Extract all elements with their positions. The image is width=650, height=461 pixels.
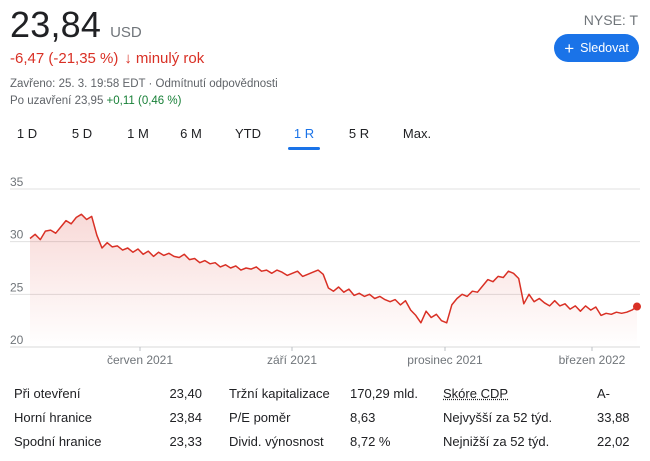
price-line	[29, 213, 638, 324]
price-change: -6,47 (-21,35 %) ↓ minulý rok	[10, 50, 204, 67]
y-tick-label: 20	[10, 333, 24, 347]
stat-value: 23,40	[169, 386, 202, 401]
stat-value: 8,72 %	[350, 434, 391, 449]
price-area	[30, 214, 637, 347]
current-price: 23,84	[10, 4, 102, 45]
change-period: minulý rok	[135, 50, 205, 67]
stat-value: 8,63	[350, 410, 376, 425]
stat-value: 22,02	[597, 434, 630, 449]
x-tick-label: březen 2022	[559, 353, 626, 367]
price-header: 23,84 USD	[10, 4, 142, 46]
stat-label: Spodní hranice	[14, 434, 102, 449]
stat-label: Divid. výnosnost	[229, 434, 324, 449]
cdp-score-link[interactable]: Skóre CDP	[443, 386, 509, 401]
x-tick-label: prosinec 2021	[407, 353, 483, 367]
stat-label: P/E poměr	[229, 410, 291, 425]
range-tabs: 1 D 5 D 1 M 6 M YTD 1 R 5 R Max.	[0, 124, 460, 150]
follow-button-label: Sledovat	[580, 41, 629, 55]
plus-icon: +	[564, 38, 575, 58]
tab-max[interactable]: Max.	[402, 126, 432, 141]
stat-label: Horní hranice	[14, 410, 93, 425]
tab-6m[interactable]: 6 M	[180, 126, 202, 141]
stats-row: Spodní hranice 23,33 Divid. výnosnost 8,…	[0, 434, 650, 454]
y-tick-label: 25	[10, 280, 24, 294]
change-value: -6,47 (-21,35 %)	[10, 50, 119, 67]
x-tick-label: červen 2021	[107, 353, 173, 367]
follow-button[interactable]: + Sledovat	[554, 34, 639, 62]
price-chart[interactable]: 35 30 25 20 červen 2021 září 2021 prosinec 20…	[0, 175, 650, 375]
tab-1r[interactable]: 1 R	[288, 124, 320, 150]
ticker-symbol: NYSE: T	[583, 12, 638, 28]
tab-5r[interactable]: 5 R	[348, 126, 370, 141]
tab-1d[interactable]: 1 D	[16, 126, 38, 141]
after-hours-label: Po uzavření 23,95	[10, 95, 104, 107]
after-hours-change: +0,11 (0,46 %)	[106, 95, 182, 107]
stat-value: 33,88	[597, 410, 630, 425]
stat-label: Tržní kapitalizace	[229, 386, 330, 401]
stats-row: Horní hranice 23,84 P/E poměr 8,63 Nejvy…	[0, 410, 650, 430]
x-tick-label: září 2021	[267, 353, 317, 367]
stat-value: 23,84	[169, 410, 202, 425]
stat-value: A-	[597, 386, 610, 401]
y-tick-label: 35	[10, 175, 24, 189]
stat-label: Nejnižší za 52 týd.	[443, 434, 550, 449]
stat-value: 170,29 mld.	[350, 386, 418, 401]
stats-row: Při otevření 23,40 Tržní kapitalizace 17…	[0, 386, 650, 406]
tab-ytd[interactable]: YTD	[235, 126, 261, 141]
last-price-point	[633, 302, 641, 311]
down-arrow-icon: ↓	[124, 50, 132, 67]
tab-1m[interactable]: 1 M	[127, 126, 149, 141]
stat-label: Při otevření	[14, 386, 81, 401]
after-hours-info: Po uzavření 23,95 +0,11 (0,46 %)	[10, 95, 181, 107]
stat-label: Nejvyšší za 52 týd.	[443, 410, 553, 425]
closed-info: Zavřeno: 25. 3. 19:58 EDT · Odmítnutí od…	[10, 78, 278, 90]
stat-value: 23,33	[169, 434, 202, 449]
currency-label: USD	[110, 24, 142, 41]
y-tick-label: 30	[10, 228, 24, 242]
tab-5d[interactable]: 5 D	[71, 126, 93, 141]
